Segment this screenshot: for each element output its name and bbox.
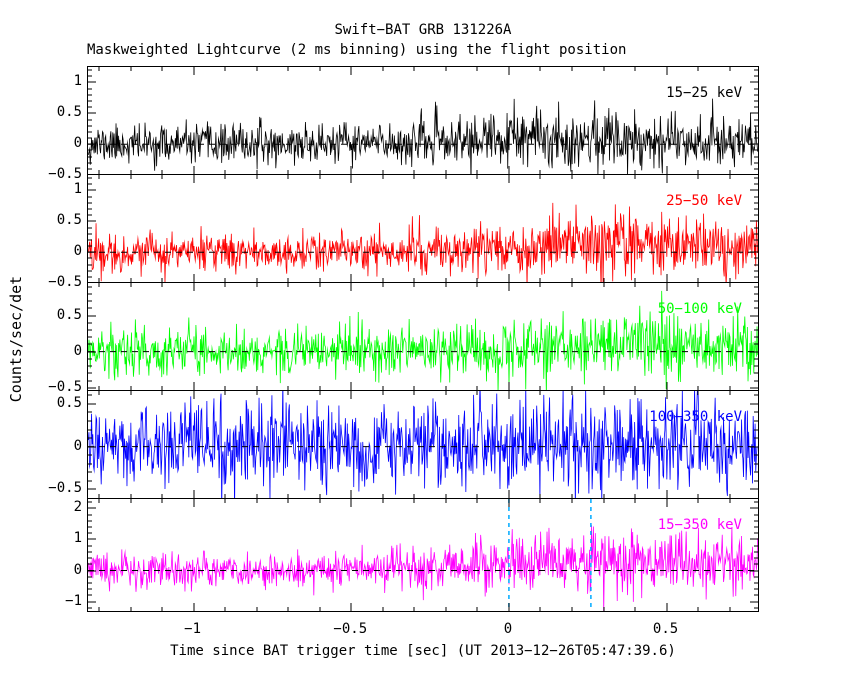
band-label-50-100-kev: 50−100 keV: [657, 301, 742, 317]
panel-15-25-kev: 15−25 keV: [88, 67, 758, 175]
y-tick-label: 0: [73, 342, 82, 359]
y-tick-label: 2: [73, 499, 82, 516]
lightcurve-canvas-15-25-kev: [88, 67, 758, 174]
y-tick-label: 0: [73, 135, 82, 152]
panel-50-100-kev: 50−100 keV: [88, 283, 758, 391]
band-label-15-25-kev: 15−25 keV: [666, 85, 742, 101]
band-label-15-350-kev: 15−350 keV: [657, 517, 742, 533]
y-tick-label: −1: [65, 592, 82, 609]
y-tick-label: 0.5: [56, 394, 82, 411]
lightcurve-canvas-100-350-kev: [88, 391, 758, 498]
band-label-25-50-kev: 25−50 keV: [666, 193, 742, 209]
y-tick-label: 1: [73, 530, 82, 547]
x-tick-label: −0.5: [333, 621, 368, 637]
y-tick-label: 1: [73, 73, 82, 90]
panel-25-50-kev: 25−50 keV: [88, 175, 758, 283]
y-tick-label: 0.5: [56, 104, 82, 121]
lightcurve-canvas-25-50-kev: [88, 175, 758, 282]
lightcurve-canvas-15-350-kev: [88, 499, 758, 611]
plot-area: 15−25 keV 25−50 keV 50−100 keV 100−350 k…: [87, 66, 759, 612]
lightcurve-canvas-50-100-kev: [88, 283, 758, 390]
x-tick-label: 0: [503, 621, 513, 637]
y-tick-label: 0.5: [56, 306, 82, 323]
band-label-100-350-kev: 100−350 keV: [649, 409, 742, 425]
y-tick-label: −0.5: [48, 274, 82, 291]
y-tick-label: 0: [73, 243, 82, 260]
y-tick-label: −0.5: [48, 378, 82, 395]
y-tick-label: 0: [73, 561, 82, 578]
y-tick-label: 0: [73, 437, 82, 454]
y-tick-label: −0.5: [48, 166, 82, 183]
chart-title: Swift−BAT GRB 131226A: [334, 22, 512, 38]
y-tick-label: −0.5: [48, 480, 82, 497]
x-axis-label: Time since BAT trigger time [sec] (UT 20…: [170, 643, 676, 659]
y-tick-label: 0.5: [56, 212, 82, 229]
x-tick-label: −1: [184, 621, 202, 637]
chart-subtitle: Maskweighted Lightcurve (2 ms binning) u…: [87, 42, 627, 58]
panel-100-350-kev: 100−350 keV: [88, 391, 758, 499]
y-tick-label: 1: [73, 181, 82, 198]
x-tick-label: 0.5: [652, 621, 679, 637]
panel-15-350-kev: 15−350 keV: [88, 499, 758, 611]
